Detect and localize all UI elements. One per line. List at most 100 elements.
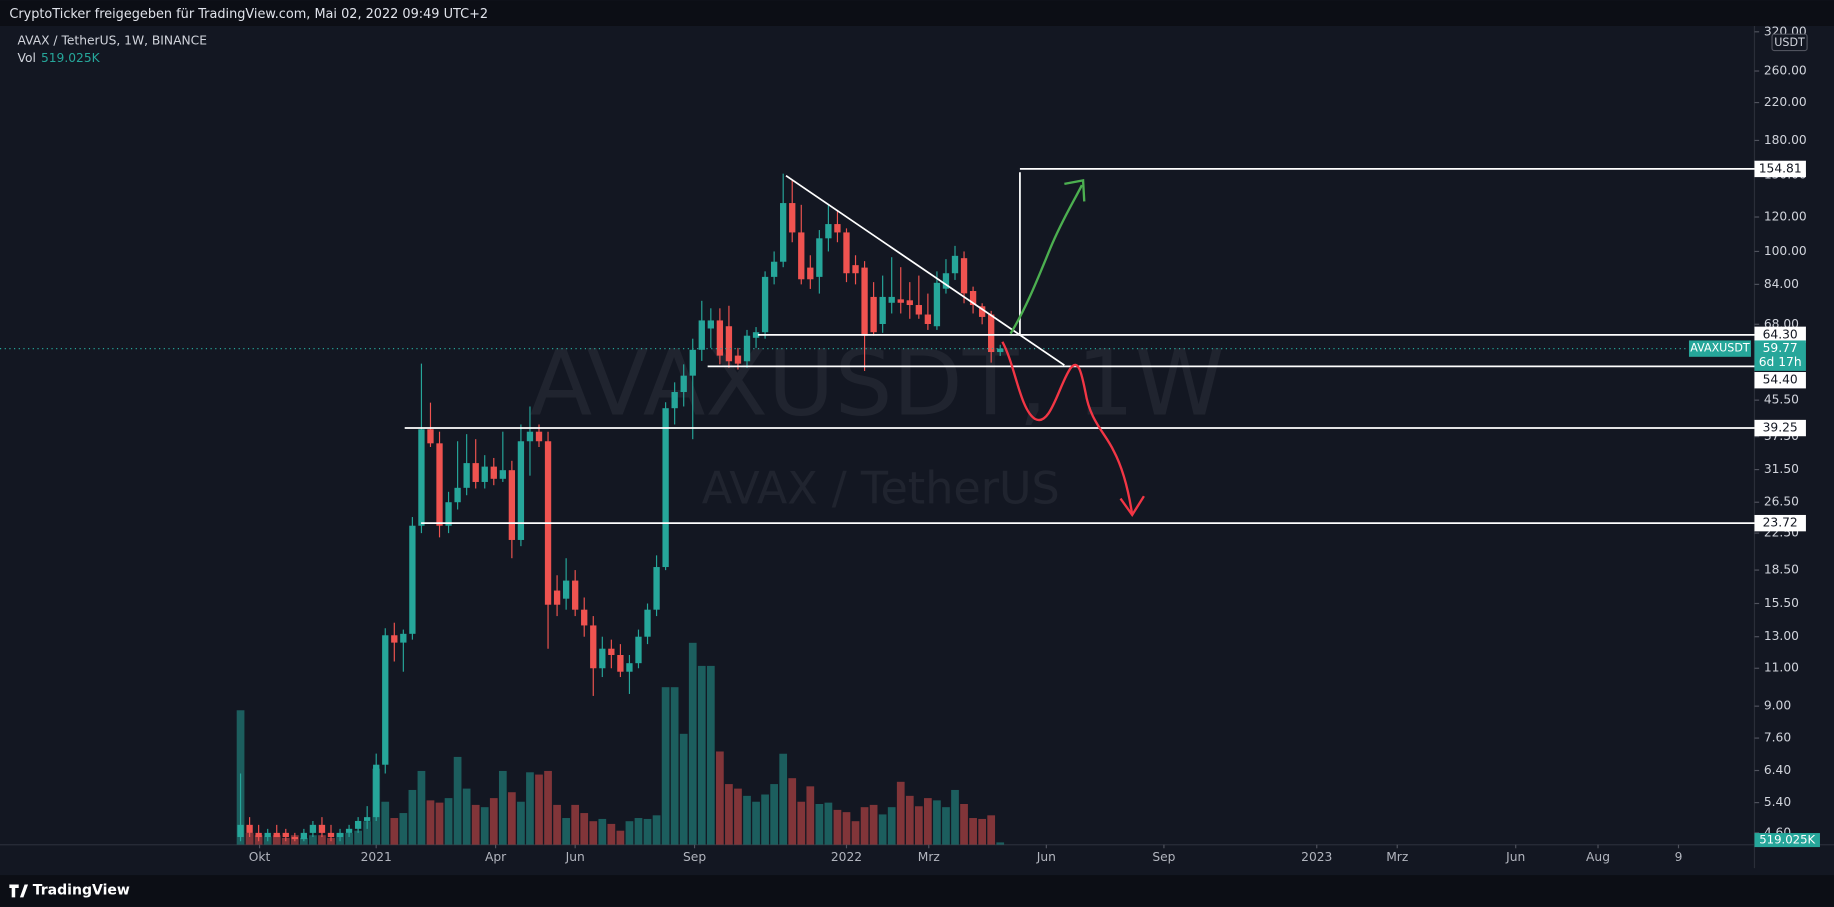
candle-body [924,314,932,324]
candle-body [300,832,308,840]
volume-bar [779,753,788,845]
current-price-label: 59.77 [1763,341,1798,355]
volume-bar [426,800,435,845]
volume-bar [652,815,661,845]
x-tick-label: Sep [1152,850,1175,864]
volume-bar [444,798,453,845]
volume-bar [598,818,607,845]
candle-body [463,463,470,488]
candle-body [499,470,506,479]
y-tick-label: 7.60 [1764,731,1791,745]
candle-body [870,296,877,333]
x-tick-label: 2023 [1301,850,1332,864]
level-badge-label: 39.25 [1763,421,1798,435]
candle-body [481,466,488,482]
volume-bar [905,795,914,845]
candle-body [345,828,353,833]
volume-bar [815,803,824,845]
volume-bar [508,792,516,845]
candle-body [906,300,913,306]
y-tick-label: 11.00 [1764,661,1799,675]
volume-bar [625,821,634,845]
candle-body [508,470,516,540]
legend-volume-value: 519.025K [41,51,101,65]
candle-body [680,375,687,393]
candle-body [237,824,244,838]
candle-body [770,261,778,277]
y-tick-label: 13.00 [1764,629,1799,643]
volume-bar [851,821,860,845]
candle-body [535,431,543,442]
volume-bar [300,837,308,845]
candle-body [445,502,452,526]
volume-bar [498,770,507,845]
y-tick-label: 120.00 [1764,210,1807,224]
volume-bar [272,835,281,845]
volume-bar [607,823,616,845]
volume-bar [716,751,724,845]
candle-body [246,824,253,833]
candle-body [942,273,950,289]
axis-layer: 320.00260.00220.00180.00150.00120.00100.… [249,24,1807,864]
volume-bar [661,687,670,845]
volume-bar [580,813,589,845]
candle-body [933,282,941,327]
volume-bar [688,642,697,845]
x-tick-label: Mrz [1386,850,1408,864]
volume-badge [1754,833,1820,848]
candle-body [734,355,742,364]
volume-bar [806,786,815,845]
level-badge [1754,419,1806,437]
volume-bar [535,774,543,845]
y-tick-label: 5.40 [1764,795,1791,809]
candle-body [843,232,850,274]
candle-body [572,580,579,610]
volume-bar [878,814,887,845]
volume-bar [951,789,959,845]
candle-body [526,431,534,442]
candle-body [327,832,335,838]
level-layer [0,168,1755,525]
candle-body [635,636,642,664]
volume-bar [842,812,851,845]
volume-bar [363,821,372,845]
x-tick-label: 2022 [831,850,862,864]
y-tick-label: 26.50 [1764,495,1799,509]
candle-body [761,276,769,333]
level-badge-label: 54.40 [1763,373,1798,387]
volume-bar [571,804,580,845]
x-tick-label: 2021 [361,850,392,864]
volume-bar [697,665,706,845]
volume-bar [544,770,552,845]
x-tick-label: Sep [683,850,706,864]
candle-body [861,267,868,336]
candle-body [852,265,859,274]
header-text: CryptoTicker freigegeben für TradingView… [9,7,488,22]
level-badge [1754,514,1806,532]
y-tick-label: 45.50 [1764,393,1799,407]
level-badge-label: 23.72 [1763,516,1798,530]
candle-body [978,306,986,317]
candle-body [879,296,886,324]
candle-body [472,463,479,482]
candle-body [373,764,380,818]
candle-body [951,255,959,274]
footer-brand: TradingView [33,882,130,898]
volume-bar [453,756,462,845]
volume-bar [381,801,390,845]
volume-bar [788,778,797,845]
y-tick-label: 100.00 [1764,244,1807,258]
x-tick-label: Okt [249,850,271,864]
volume-bar [670,687,679,845]
candle-body [825,224,832,239]
volume-bar [942,807,950,845]
watermark-name: AVAX / TetherUS [702,464,1060,515]
volume-bar [996,842,1005,845]
volume-bar [281,837,290,845]
candle-body [599,648,606,669]
volume-bar [309,835,317,845]
candle-body [834,224,841,233]
footer-bar [0,875,1834,907]
